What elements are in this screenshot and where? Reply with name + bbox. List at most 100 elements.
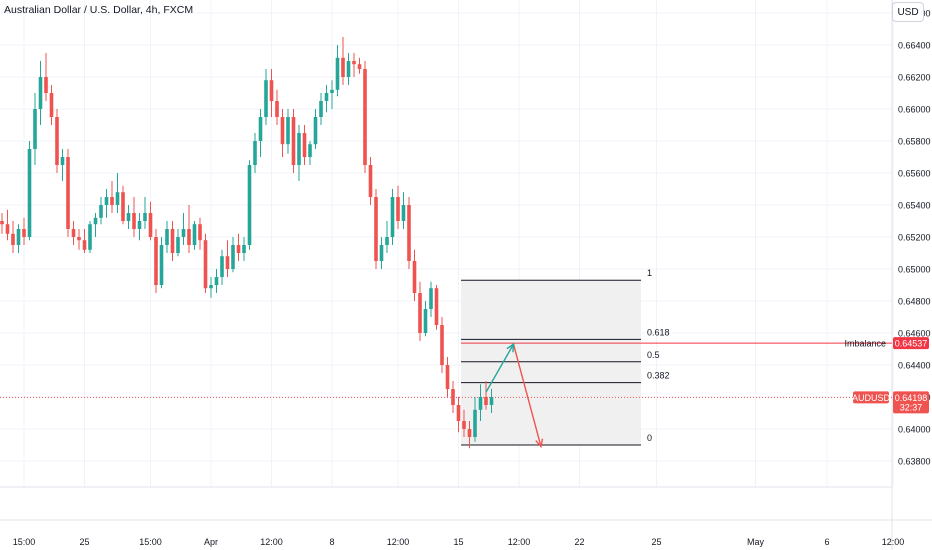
candle-body xyxy=(363,69,367,165)
time-tick-label: 15 xyxy=(453,537,463,547)
candle-body xyxy=(467,429,472,437)
candle-body xyxy=(44,77,48,93)
current-price-tag xyxy=(893,391,929,414)
candle-body xyxy=(412,261,417,293)
candle-body xyxy=(308,144,312,157)
candle-body xyxy=(192,224,197,245)
candle-body xyxy=(165,229,169,245)
candle-body xyxy=(198,224,202,241)
price-tick-label: 0.66200 xyxy=(898,73,931,83)
candle-body xyxy=(148,213,153,237)
time-tick-label: 12:00 xyxy=(508,537,531,547)
candle-body xyxy=(445,365,450,389)
current-price-label: 0.64198 xyxy=(895,393,928,403)
candle-body xyxy=(66,157,70,229)
price-tick-label: 0.65800 xyxy=(898,137,931,147)
time-tick-label: 6 xyxy=(824,537,829,547)
price-tick-label: 0.64400 xyxy=(898,361,931,371)
candle-body xyxy=(368,165,373,197)
candle-body xyxy=(335,57,340,90)
fib-level-label: 0 xyxy=(647,433,652,443)
candle-body xyxy=(247,165,252,245)
arrowhead-up xyxy=(506,342,515,353)
candle-body xyxy=(258,117,263,141)
candle-body xyxy=(220,256,224,277)
candle-body xyxy=(126,213,131,221)
candle-body xyxy=(379,245,384,261)
candle-body xyxy=(181,229,186,237)
candle-body xyxy=(115,192,120,205)
candle-body xyxy=(352,61,356,65)
candle-body xyxy=(0,221,4,225)
currency-button[interactable]: USD xyxy=(892,2,924,22)
time-tick-label: 25 xyxy=(651,537,661,547)
candle-body xyxy=(330,89,334,93)
candle-body xyxy=(456,405,461,421)
candle-body xyxy=(93,217,98,225)
price-tick-label: 0.66400 xyxy=(898,41,931,51)
candle-body xyxy=(429,288,433,309)
chart-title: Australian Dollar / U.S. Dollar, 4h, FXC… xyxy=(4,4,194,16)
candle-body xyxy=(478,397,483,410)
candle-body xyxy=(280,117,285,145)
candle-body xyxy=(132,213,136,229)
candle-body xyxy=(374,197,378,261)
candle-body xyxy=(203,240,208,289)
fib-retracement-box xyxy=(461,280,641,445)
price-tick-label: 0.65400 xyxy=(898,201,931,211)
price-tick-label: 0.65600 xyxy=(898,169,931,179)
candle-body xyxy=(302,133,307,157)
price-tick-label: 0.66000 xyxy=(898,105,931,115)
candle-body xyxy=(99,205,103,218)
candle-body xyxy=(341,57,345,77)
candle-body xyxy=(473,409,477,437)
time-tick-label: May xyxy=(747,537,765,547)
candle-body xyxy=(236,245,241,253)
candle-body xyxy=(291,117,296,165)
price-tick-label: 0.64000 xyxy=(898,425,931,435)
candle-body xyxy=(418,293,422,333)
arrowhead-down xyxy=(535,438,544,449)
candle-body xyxy=(154,237,158,285)
price-tick-label: 0.65200 xyxy=(898,233,931,243)
time-tick-label: 12:00 xyxy=(260,537,283,547)
projection-down-line xyxy=(512,344,542,447)
candle-body xyxy=(242,245,246,253)
candle-body xyxy=(11,233,15,245)
countdown-label: 32:37 xyxy=(900,402,923,412)
candle-body xyxy=(390,197,395,237)
candle-body xyxy=(324,93,329,101)
candle-body xyxy=(434,288,439,325)
price-tick-label: 0.64800 xyxy=(898,297,931,307)
candle-body xyxy=(357,64,362,69)
candle-body xyxy=(60,157,65,165)
candle-body xyxy=(264,80,268,117)
candle-body xyxy=(214,277,219,285)
candle-body xyxy=(462,421,466,429)
time-tick-label: 12:00 xyxy=(882,537,905,547)
time-tick-label: 12:00 xyxy=(387,537,410,547)
candle-body xyxy=(451,389,455,405)
candle-body xyxy=(77,237,81,241)
time-tick-label: 15:00 xyxy=(13,537,36,547)
time-tick-label: 22 xyxy=(574,537,584,547)
candle-body xyxy=(313,117,318,145)
projection-up-line xyxy=(485,343,515,393)
candle-body xyxy=(225,256,230,269)
price-tick-label: 0.64600 xyxy=(898,329,931,339)
price-tick-label: 0.65000 xyxy=(898,265,931,275)
candle-body xyxy=(16,229,21,245)
candle-body xyxy=(137,221,142,229)
candle-body xyxy=(5,224,10,234)
symbol-tag-label: AUDUSD xyxy=(852,393,891,403)
candle-body xyxy=(88,224,92,250)
candle-body xyxy=(143,213,147,221)
candle-body xyxy=(385,237,389,245)
candle-body xyxy=(407,205,411,261)
candle-body xyxy=(71,229,76,237)
candle-body xyxy=(440,325,444,365)
candle-body xyxy=(176,237,180,253)
candle-body xyxy=(170,229,175,253)
candle-body xyxy=(253,141,257,165)
